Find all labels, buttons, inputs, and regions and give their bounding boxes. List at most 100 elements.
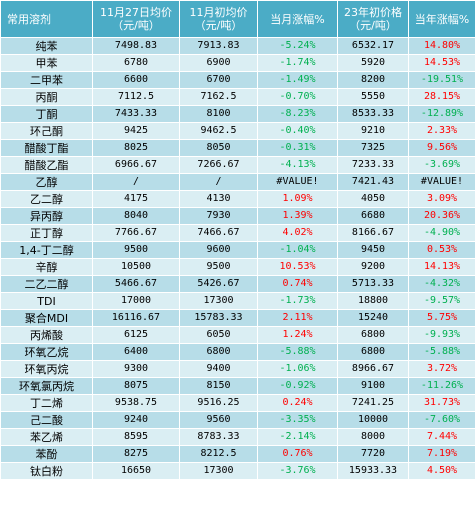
cell-product-name: 乙二醇: [0, 190, 93, 208]
table-row: 丙酮 7112.5 7162.5 -0.70% 5550 28.15%: [0, 88, 475, 106]
cell-month-change: -4.13%: [257, 156, 338, 174]
cell-price-nov27: 9500: [92, 241, 180, 259]
cell-product-name: 甲苯: [0, 54, 93, 72]
cell-month-change: -0.92%: [257, 377, 338, 395]
cell-month-change: 0.76%: [257, 445, 338, 463]
cell-price-nov-start: 7930: [179, 207, 258, 225]
cell-product-name: 聚合MDI: [0, 309, 93, 327]
cell-price-nov-start: 6700: [179, 71, 258, 89]
column-header-year-change: 当年涨幅%: [408, 0, 475, 38]
solvent-price-table: 常用溶剂 11月27日均价（元/吨） 11月初均价（元/吨） 当月涨幅% 23年…: [0, 0, 475, 480]
cell-year-change: 3.72%: [408, 360, 475, 378]
cell-month-change: -1.06%: [257, 360, 338, 378]
table-row: 苯乙烯 8595 8783.33 -2.14% 8000 7.44%: [0, 428, 475, 446]
cell-product-name: 环己酮: [0, 122, 93, 140]
cell-year-change: 7.44%: [408, 428, 475, 446]
cell-price-year-start: 7233.33: [337, 156, 409, 174]
cell-product-name: 异丙醇: [0, 207, 93, 225]
table-row: 纯苯 7498.83 7913.83 -5.24% 6532.17 14.80%: [0, 37, 475, 55]
cell-price-nov-start: 4130: [179, 190, 258, 208]
cell-month-change: 1.24%: [257, 326, 338, 344]
cell-price-nov27: 6780: [92, 54, 180, 72]
cell-product-name: 1,4-丁二醇: [0, 241, 93, 259]
cell-month-change: -0.40%: [257, 122, 338, 140]
cell-price-year-start: 8200: [337, 71, 409, 89]
cell-price-nov27: 17000: [92, 292, 180, 310]
cell-month-change: 0.74%: [257, 275, 338, 293]
cell-product-name: 丁二烯: [0, 394, 93, 412]
table-row: 醋酸丁酯 8025 8050 -0.31% 7325 9.56%: [0, 139, 475, 157]
cell-price-year-start: 18800: [337, 292, 409, 310]
cell-year-change: 5.75%: [408, 309, 475, 327]
cell-price-nov27: 8275: [92, 445, 180, 463]
cell-product-name: 环氧氯丙烷: [0, 377, 93, 395]
cell-price-year-start: 6800: [337, 343, 409, 361]
cell-price-year-start: 7421.43: [337, 173, 409, 191]
cell-price-year-start: 7720: [337, 445, 409, 463]
cell-price-nov-start: 8783.33: [179, 428, 258, 446]
cell-price-nov-start: 9400: [179, 360, 258, 378]
cell-price-nov27: 8040: [92, 207, 180, 225]
cell-price-nov27: 7433.33: [92, 105, 180, 123]
cell-month-change: 0.24%: [257, 394, 338, 412]
cell-year-change: #VALUE!: [408, 173, 475, 191]
cell-product-name: 己二酸: [0, 411, 93, 429]
cell-product-name: TDI: [0, 292, 93, 310]
cell-price-year-start: 8533.33: [337, 105, 409, 123]
cell-year-change: -19.51%: [408, 71, 475, 89]
cell-product-name: 丙酮: [0, 88, 93, 106]
cell-price-year-start: 6680: [337, 207, 409, 225]
cell-product-name: 正丁醇: [0, 224, 93, 242]
column-header-month-change: 当月涨幅%: [257, 0, 338, 38]
column-header-price-nov-start: 11月初均价（元/吨）: [179, 0, 258, 38]
cell-year-change: 14.13%: [408, 258, 475, 276]
table-row: 二乙二醇 5466.67 5426.67 0.74% 5713.33 -4.32%: [0, 275, 475, 293]
cell-month-change: 1.09%: [257, 190, 338, 208]
cell-price-nov27: 6600: [92, 71, 180, 89]
table-row: TDI 17000 17300 -1.73% 18800 -9.57%: [0, 292, 475, 310]
table-row: 环己酮 9425 9462.5 -0.40% 9210 2.33%: [0, 122, 475, 140]
cell-price-nov27: 10500: [92, 258, 180, 276]
cell-price-nov27: 7498.83: [92, 37, 180, 55]
cell-year-change: -12.89%: [408, 105, 475, 123]
cell-price-nov-start: 17300: [179, 292, 258, 310]
table-row: 甲苯 6780 6900 -1.74% 5920 14.53%: [0, 54, 475, 72]
cell-month-change: -5.88%: [257, 343, 338, 361]
cell-price-nov-start: 9516.25: [179, 394, 258, 412]
cell-price-nov27: 16116.67: [92, 309, 180, 327]
cell-price-nov-start: 8050: [179, 139, 258, 157]
cell-price-nov27: 9538.75: [92, 394, 180, 412]
cell-price-nov27: 7112.5: [92, 88, 180, 106]
cell-price-year-start: 6800: [337, 326, 409, 344]
cell-price-nov-start: 9560: [179, 411, 258, 429]
table-row: 丁酮 7433.33 8100 -8.23% 8533.33 -12.89%: [0, 105, 475, 123]
column-header-price-nov27: 11月27日均价（元/吨）: [92, 0, 180, 38]
cell-year-change: 14.53%: [408, 54, 475, 72]
cell-year-change: 14.80%: [408, 37, 475, 55]
cell-month-change: -8.23%: [257, 105, 338, 123]
cell-month-change: 1.39%: [257, 207, 338, 225]
cell-price-nov27: 4175: [92, 190, 180, 208]
cell-year-change: -9.93%: [408, 326, 475, 344]
cell-product-name: 环氧丙烷: [0, 360, 93, 378]
cell-month-change: -3.35%: [257, 411, 338, 429]
cell-price-nov27: 9425: [92, 122, 180, 140]
cell-price-year-start: 5550: [337, 88, 409, 106]
cell-price-year-start: 9450: [337, 241, 409, 259]
cell-price-year-start: 5920: [337, 54, 409, 72]
cell-product-name: 二乙二醇: [0, 275, 93, 293]
cell-year-change: 7.19%: [408, 445, 475, 463]
cell-year-change: 2.33%: [408, 122, 475, 140]
cell-product-name: 苯乙烯: [0, 428, 93, 446]
cell-month-change: -3.76%: [257, 462, 338, 480]
cell-price-nov27: 6400: [92, 343, 180, 361]
table-row: 醋酸乙酯 6966.67 7266.67 -4.13% 7233.33 -3.69%: [0, 156, 475, 174]
table-row: 环氧乙烷 6400 6800 -5.88% 6800 -5.88%: [0, 343, 475, 361]
cell-price-nov-start: 7162.5: [179, 88, 258, 106]
column-header-name: 常用溶剂: [0, 0, 93, 38]
cell-price-year-start: 8000: [337, 428, 409, 446]
table-row: 乙醇 / / #VALUE! 7421.43 #VALUE!: [0, 173, 475, 191]
cell-year-change: 28.15%: [408, 88, 475, 106]
cell-product-name: 丙烯酸: [0, 326, 93, 344]
cell-year-change: 4.50%: [408, 462, 475, 480]
